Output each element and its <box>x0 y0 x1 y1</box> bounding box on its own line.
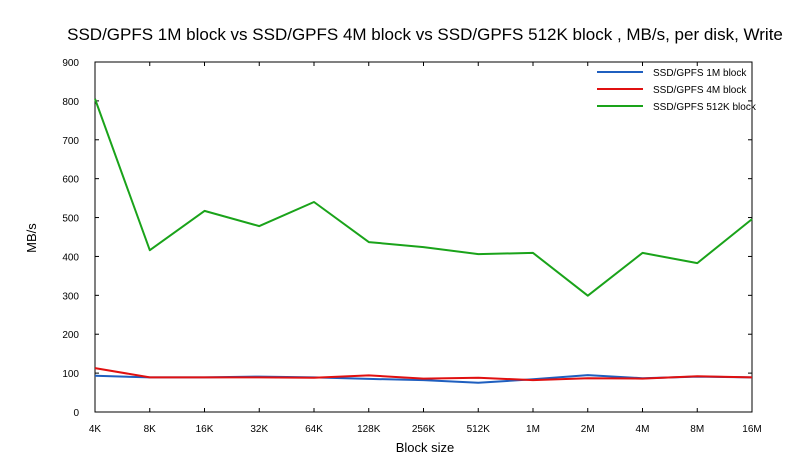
x-tick-label: 4M <box>636 424 650 435</box>
x-tick-label: 128K <box>357 424 381 435</box>
series-line <box>94 367 753 382</box>
x-tick-label: 4K <box>89 424 102 435</box>
x-tick-label: 256K <box>412 424 436 435</box>
legend-label: SSD/GPFS 4M block <box>653 85 747 96</box>
y-tick-label: 100 <box>62 369 79 380</box>
x-tick-label: 2M <box>581 424 595 435</box>
y-tick-label: 500 <box>62 214 79 225</box>
y-tick-label: 600 <box>62 175 79 186</box>
y-tick-label: 200 <box>62 330 79 341</box>
chart-title: SSD/GPFS 1M block vs SSD/GPFS 4M block v… <box>67 25 783 44</box>
series-lines <box>94 98 753 384</box>
series-line <box>94 98 753 297</box>
y-tick-label: 400 <box>62 252 79 263</box>
x-tick-label: 1M <box>526 424 540 435</box>
y-tick-label: 300 <box>62 291 79 302</box>
legend-label: SSD/GPFS 1M block <box>653 68 747 79</box>
y-tick-label: 700 <box>62 136 79 147</box>
plot-border <box>94 61 753 413</box>
y-axis: 0 100 200 300 400 500 600 700 800 900 <box>62 58 752 419</box>
x-tick-label: 8K <box>144 424 157 435</box>
y-axis-label: MB/s <box>24 223 39 253</box>
y-tick-label: 0 <box>73 408 79 419</box>
x-tick-label: 512K <box>467 424 491 435</box>
x-tick-label: 8M <box>690 424 704 435</box>
legend: SSD/GPFS 1M block SSD/GPFS 4M block SSD/GP… <box>597 68 757 113</box>
x-tick-label: 16K <box>196 424 214 435</box>
x-axis-label: Block size <box>396 440 455 455</box>
x-tick-label: 32K <box>250 424 268 435</box>
y-tick-label: 800 <box>62 97 79 108</box>
legend-label: SSD/GPFS 512K block <box>653 102 757 113</box>
y-tick-label: 900 <box>62 58 79 69</box>
x-tick-label: 64K <box>305 424 323 435</box>
plot-frame <box>94 61 753 413</box>
x-axis: 4K 8K 16K 32K 64K 128K 256K 512K 1M 2M 4M 8M 16M <box>89 62 762 435</box>
x-tick-label: 16M <box>742 424 761 435</box>
